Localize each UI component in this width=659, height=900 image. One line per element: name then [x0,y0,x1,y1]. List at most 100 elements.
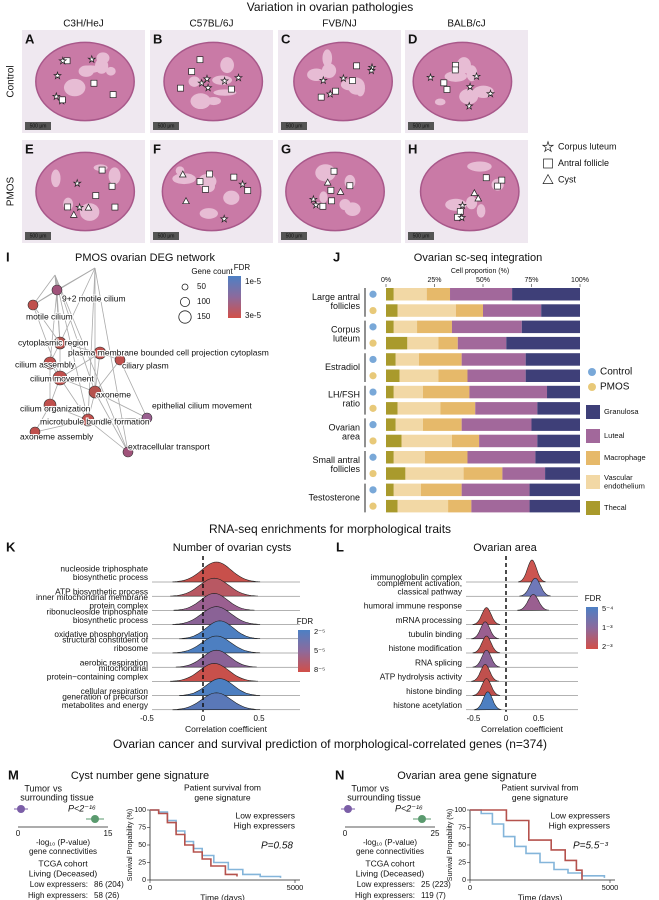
tissue-detail [106,66,116,76]
bar-segment [547,385,580,399]
corpus-luteum-symbol [238,179,248,189]
x-axis-title: Time (days) [200,892,245,900]
scale-bar-label: 500 μm [158,123,175,129]
tissue-detail [79,203,100,221]
bar-segment [386,353,396,366]
node-label: cytoplasmic region [18,337,89,347]
node-label: ciliary plasm [122,360,169,370]
ridge [179,620,261,640]
term-label: protein−containing complex [47,672,149,682]
scale-bar [153,232,179,240]
x-tick-label: -0.5 [467,714,481,723]
ridge [471,621,499,640]
bar-segment [483,304,542,317]
axis-title: -log₁₀ (P-value) [36,838,90,847]
term-label: histone modification [389,643,463,653]
column-header: C3H/HeJ [63,19,104,30]
corpus-luteum-symbol [202,74,212,83]
panel-letter: C [281,31,291,46]
corpus-luteum-symbol [366,65,376,75]
term-label: histone acetylation [393,700,462,710]
corpus-luteum-symbol [465,82,475,91]
legend-title: FDR [234,263,251,272]
legend-label: Vascular endothelium [604,473,645,491]
colorbar-label: 8⁻⁵ [314,665,325,674]
corpus-luteum-symbol [75,202,85,212]
legend-label: High expressers [549,820,610,830]
bar-segment [386,418,396,431]
bar-segment [461,418,532,431]
tissue-detail [51,169,61,188]
column-header: C57BL/6J [190,19,234,30]
chart-title: gene signature [194,792,251,802]
network-edge [49,289,58,364]
group-label: High expressers: [355,891,415,900]
tissue-detail [456,57,471,74]
antral-follicle-symbol [330,167,338,175]
network-edge [87,267,96,421]
tissue-detail [96,52,110,64]
colorbar-label: 1e-5 [245,277,262,286]
ridge [517,594,549,611]
annotation: P=5.5⁻³ [573,841,609,852]
term-label: biosynthetic process [73,572,148,582]
legend-label: 50 [197,282,206,291]
legend-label: Macrophage [604,453,646,462]
tissue-detail [322,49,333,68]
node-label: motile cilium [26,311,73,321]
group-counts: 119 (7) [421,891,446,900]
legend-swatch [586,405,600,419]
panel-title: PMOS ovarian DEG network [75,252,215,264]
colorbar-label: 1⁻³ [602,623,613,632]
panel-letter: A [25,31,35,46]
antral-follicle-symbol [327,186,335,194]
bar-segment [420,483,462,497]
condition-dot [369,372,377,380]
colorbar-label: 2⁻³ [602,642,613,651]
network-edge [54,274,129,453]
colorbar [298,630,310,672]
bar-segment [455,304,483,317]
vs-label: vs [53,783,63,793]
bar-segment [506,336,580,350]
bar-segment [525,369,580,382]
tick-label: 15 [104,829,113,838]
condition-dot [369,453,377,461]
condition-dot [369,306,377,315]
bar-segment [397,499,449,513]
term-label: metabolites and energy [62,700,149,710]
ridge [172,635,261,654]
bar-segment [386,304,398,317]
bar-segment [479,434,538,448]
ridge [170,577,258,597]
tissue-detail [190,93,211,110]
legend-label: 150 [197,312,211,321]
bar-segment [386,336,408,350]
tissue-detail [434,98,446,106]
cyst-symbol [542,173,554,184]
corpus-luteum-symbol [485,89,496,98]
x-tick-label: 0.5 [533,714,545,723]
legend-swatch [586,429,600,443]
bar-segment [463,467,503,480]
ridge [179,678,261,696]
bar-segment [393,385,423,399]
network-edge [32,274,56,306]
tissue-detail [220,57,234,74]
corpus-luteum-symbol [318,75,328,85]
condition-dot [369,388,377,396]
node-label: cilium organization [20,403,91,413]
ridge [472,607,501,625]
condition-dot [369,404,377,412]
survival-curve [150,809,238,877]
corpus-luteum-symbol [338,73,348,83]
scale-bar-label: 500 μm [30,233,47,239]
y-tick-label: Corpus luteum [331,325,361,344]
tissue-detail [476,204,486,218]
cohort-label: TCGA cohort [365,858,415,868]
ridge [172,606,261,625]
term-label: oxidative phosphorylation [54,629,148,639]
y-tick-label: LH/FSH ratio [328,390,360,409]
network-edge [32,304,61,344]
network-edge [94,359,121,393]
